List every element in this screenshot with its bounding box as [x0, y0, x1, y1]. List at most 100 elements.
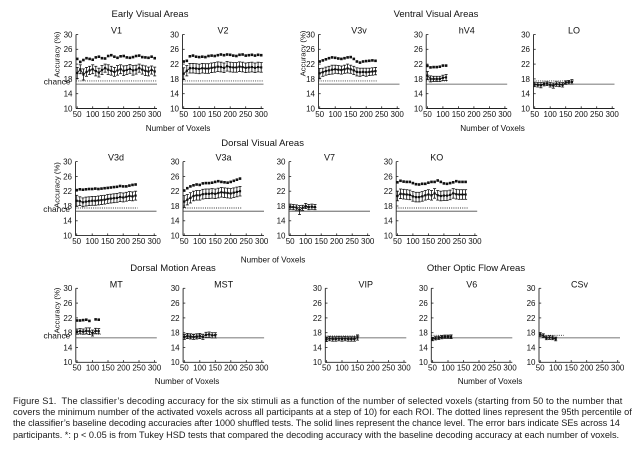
svg-text:26: 26	[170, 45, 179, 54]
svg-text:14: 14	[384, 217, 393, 226]
svg-text:14: 14	[527, 343, 536, 352]
svg-text:150: 150	[102, 110, 116, 119]
svg-text:150: 150	[101, 364, 115, 373]
svg-text:100: 100	[193, 237, 207, 246]
svg-text:14: 14	[306, 90, 315, 99]
svg-text:30: 30	[170, 30, 179, 39]
svg-text:30: 30	[384, 158, 393, 167]
svg-text:50: 50	[73, 364, 82, 373]
svg-text:300: 300	[255, 364, 269, 373]
svg-text:14: 14	[63, 217, 72, 226]
svg-text:200: 200	[117, 237, 131, 246]
svg-text:150: 150	[351, 364, 365, 373]
svg-text:200: 200	[224, 237, 238, 246]
svg-text:300: 300	[148, 110, 162, 119]
svg-text:300: 300	[255, 237, 269, 246]
svg-text:Dorsal Motion Areas: Dorsal Motion Areas	[130, 263, 216, 274]
svg-text:LO: LO	[568, 26, 580, 36]
svg-text:50: 50	[179, 110, 188, 119]
svg-text:300: 300	[397, 364, 411, 373]
svg-text:30: 30	[521, 30, 530, 39]
svg-text:200: 200	[224, 364, 238, 373]
svg-text:26: 26	[171, 299, 180, 308]
svg-text:V1: V1	[111, 26, 122, 36]
svg-text:10: 10	[384, 232, 393, 241]
svg-text:50: 50	[428, 364, 437, 373]
svg-text:10: 10	[64, 104, 73, 113]
svg-text:14: 14	[313, 343, 322, 352]
svg-text:V3a: V3a	[215, 153, 231, 163]
svg-text:250: 250	[596, 364, 610, 373]
svg-text:14: 14	[170, 90, 179, 99]
svg-text:50: 50	[536, 364, 545, 373]
svg-text:10: 10	[527, 358, 536, 367]
svg-text:50: 50	[180, 364, 189, 373]
svg-text:30: 30	[414, 30, 423, 39]
svg-text:250: 250	[240, 237, 254, 246]
svg-text:CSv: CSv	[571, 279, 589, 289]
svg-text:18: 18	[419, 329, 428, 338]
svg-text:50: 50	[286, 237, 295, 246]
svg-text:Number of Voxels: Number of Voxels	[241, 255, 306, 264]
svg-text:22: 22	[306, 60, 315, 69]
svg-text:26: 26	[414, 45, 423, 54]
svg-text:26: 26	[63, 299, 72, 308]
svg-text:Number of Voxels: Number of Voxels	[146, 124, 211, 133]
svg-text:50: 50	[180, 237, 189, 246]
svg-text:200: 200	[360, 110, 374, 119]
svg-text:30: 30	[306, 30, 315, 39]
svg-text:200: 200	[437, 237, 451, 246]
svg-text:Ventral Visual Areas: Ventral Visual Areas	[394, 9, 479, 20]
svg-text:50: 50	[393, 237, 402, 246]
svg-text:150: 150	[101, 237, 115, 246]
svg-text:10: 10	[414, 104, 423, 113]
svg-text:50: 50	[315, 110, 324, 119]
svg-text:chance: chance	[44, 77, 71, 87]
svg-text:200: 200	[580, 364, 594, 373]
svg-text:10: 10	[63, 358, 72, 367]
svg-text:18: 18	[306, 75, 315, 84]
svg-text:18: 18	[171, 202, 180, 211]
svg-text:Number of Voxels: Number of Voxels	[155, 377, 220, 386]
svg-text:100: 100	[436, 110, 450, 119]
svg-text:26: 26	[521, 45, 530, 54]
svg-text:100: 100	[299, 237, 313, 246]
svg-text:18: 18	[384, 202, 393, 211]
svg-text:300: 300	[503, 364, 517, 373]
svg-text:22: 22	[64, 60, 73, 69]
svg-text:22: 22	[414, 60, 423, 69]
svg-text:100: 100	[86, 237, 100, 246]
svg-text:150: 150	[344, 110, 358, 119]
svg-text:100: 100	[193, 110, 207, 119]
svg-text:250: 250	[239, 110, 253, 119]
svg-text:50: 50	[322, 364, 331, 373]
svg-text:22: 22	[384, 187, 393, 196]
svg-text:300: 300	[391, 110, 405, 119]
svg-text:18: 18	[277, 202, 286, 211]
svg-text:18: 18	[170, 75, 179, 84]
svg-text:18: 18	[171, 329, 180, 338]
svg-text:250: 250	[133, 110, 147, 119]
svg-text:26: 26	[384, 172, 393, 181]
svg-text:22: 22	[419, 314, 428, 323]
svg-text:200: 200	[366, 364, 380, 373]
svg-text:Accuracy (%): Accuracy (%)	[53, 31, 62, 77]
svg-text:150: 150	[208, 110, 222, 119]
svg-text:150: 150	[209, 364, 223, 373]
svg-text:22: 22	[527, 314, 536, 323]
svg-text:chance: chance	[43, 204, 70, 214]
svg-text:18: 18	[521, 75, 530, 84]
svg-text:10: 10	[521, 104, 530, 113]
svg-text:250: 250	[453, 237, 467, 246]
svg-text:Other Optic Flow Areas: Other Optic Flow Areas	[427, 263, 525, 274]
svg-text:100: 100	[193, 364, 207, 373]
svg-text:250: 250	[590, 110, 604, 119]
svg-text:10: 10	[171, 358, 180, 367]
svg-text:V6: V6	[466, 279, 477, 289]
svg-text:300: 300	[361, 237, 375, 246]
svg-text:26: 26	[277, 172, 286, 181]
svg-text:200: 200	[467, 110, 481, 119]
svg-text:30: 30	[171, 284, 180, 293]
svg-text:MST: MST	[214, 279, 234, 289]
svg-text:18: 18	[63, 329, 72, 338]
